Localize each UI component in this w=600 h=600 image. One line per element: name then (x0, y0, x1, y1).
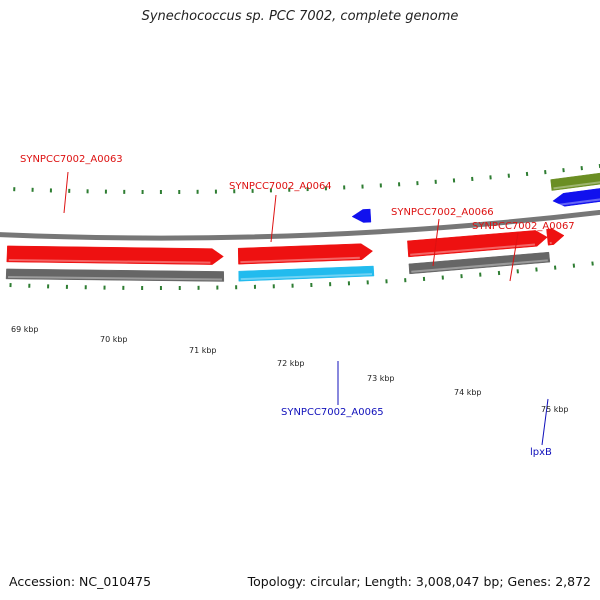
outer-tick-track (9, 261, 594, 291)
gene-labels: SYNPCC7002_A0063 SYNPCC7002_A0064 SYNPCC70… (20, 154, 575, 458)
scale-labels: 69 kbp 70 kbp 71 kbp 72 kbp 73 kbp 74 kbp 75 k… (11, 325, 569, 414)
scale-label: 70 kbp (100, 335, 128, 344)
gene-highlight (8, 258, 211, 264)
genome-summary-text: Topology: circular; Length: 3,008,047 bp… (247, 574, 591, 589)
scale-label: 69 kbp (11, 325, 39, 334)
map-title: Synechococcus sp. PCC 7002, complete gen… (141, 9, 459, 24)
gene-feature[interactable] (237, 243, 374, 265)
gene-feature[interactable] (6, 245, 224, 265)
label-leader-line (509, 232, 519, 282)
gene-feature[interactable] (351, 208, 372, 223)
gene-highlight (555, 198, 600, 207)
label-leader-line (270, 194, 277, 243)
gene-track (5, 154, 600, 282)
gene-feature[interactable] (238, 265, 375, 282)
gene-highlight (240, 256, 360, 264)
backbone-strand (0, 209, 600, 241)
gene-label[interactable]: SYNPCC7002_A0064 (229, 181, 332, 192)
gene-label[interactable]: SYNPCC7002_A0067 (472, 221, 575, 232)
gene-feature[interactable] (5, 268, 225, 282)
gene-highlight (410, 243, 536, 256)
scale-label: 75 kbp (541, 405, 569, 414)
scale-label: 71 kbp (189, 346, 217, 355)
scale-label: 74 kbp (454, 388, 482, 397)
label-leader-line (432, 218, 440, 267)
gene-highlight (411, 259, 548, 273)
accession-text: Accession: NC_010475 (9, 574, 152, 589)
label-leader-line (63, 171, 69, 214)
gene-label[interactable]: SYNPCC7002_A0063 (20, 154, 123, 165)
gene-highlight (8, 275, 222, 281)
gene-highlight (240, 273, 373, 281)
gene-feature[interactable] (550, 154, 600, 191)
gene-label[interactable]: SYNPCC7002_A0066 (391, 207, 494, 218)
scale-label: 72 kbp (277, 359, 305, 368)
gene-label[interactable]: SYNPCC7002_A0065 (281, 407, 384, 418)
gene-feature[interactable] (546, 228, 565, 246)
gene-feature[interactable] (408, 251, 551, 275)
label-leader-line (541, 398, 549, 446)
gene-label[interactable]: lpxB (530, 447, 552, 458)
gene-feature[interactable] (552, 169, 600, 207)
gene-highlight (553, 181, 600, 190)
scale-label: 73 kbp (367, 374, 395, 383)
inner-tick-track (13, 164, 600, 195)
